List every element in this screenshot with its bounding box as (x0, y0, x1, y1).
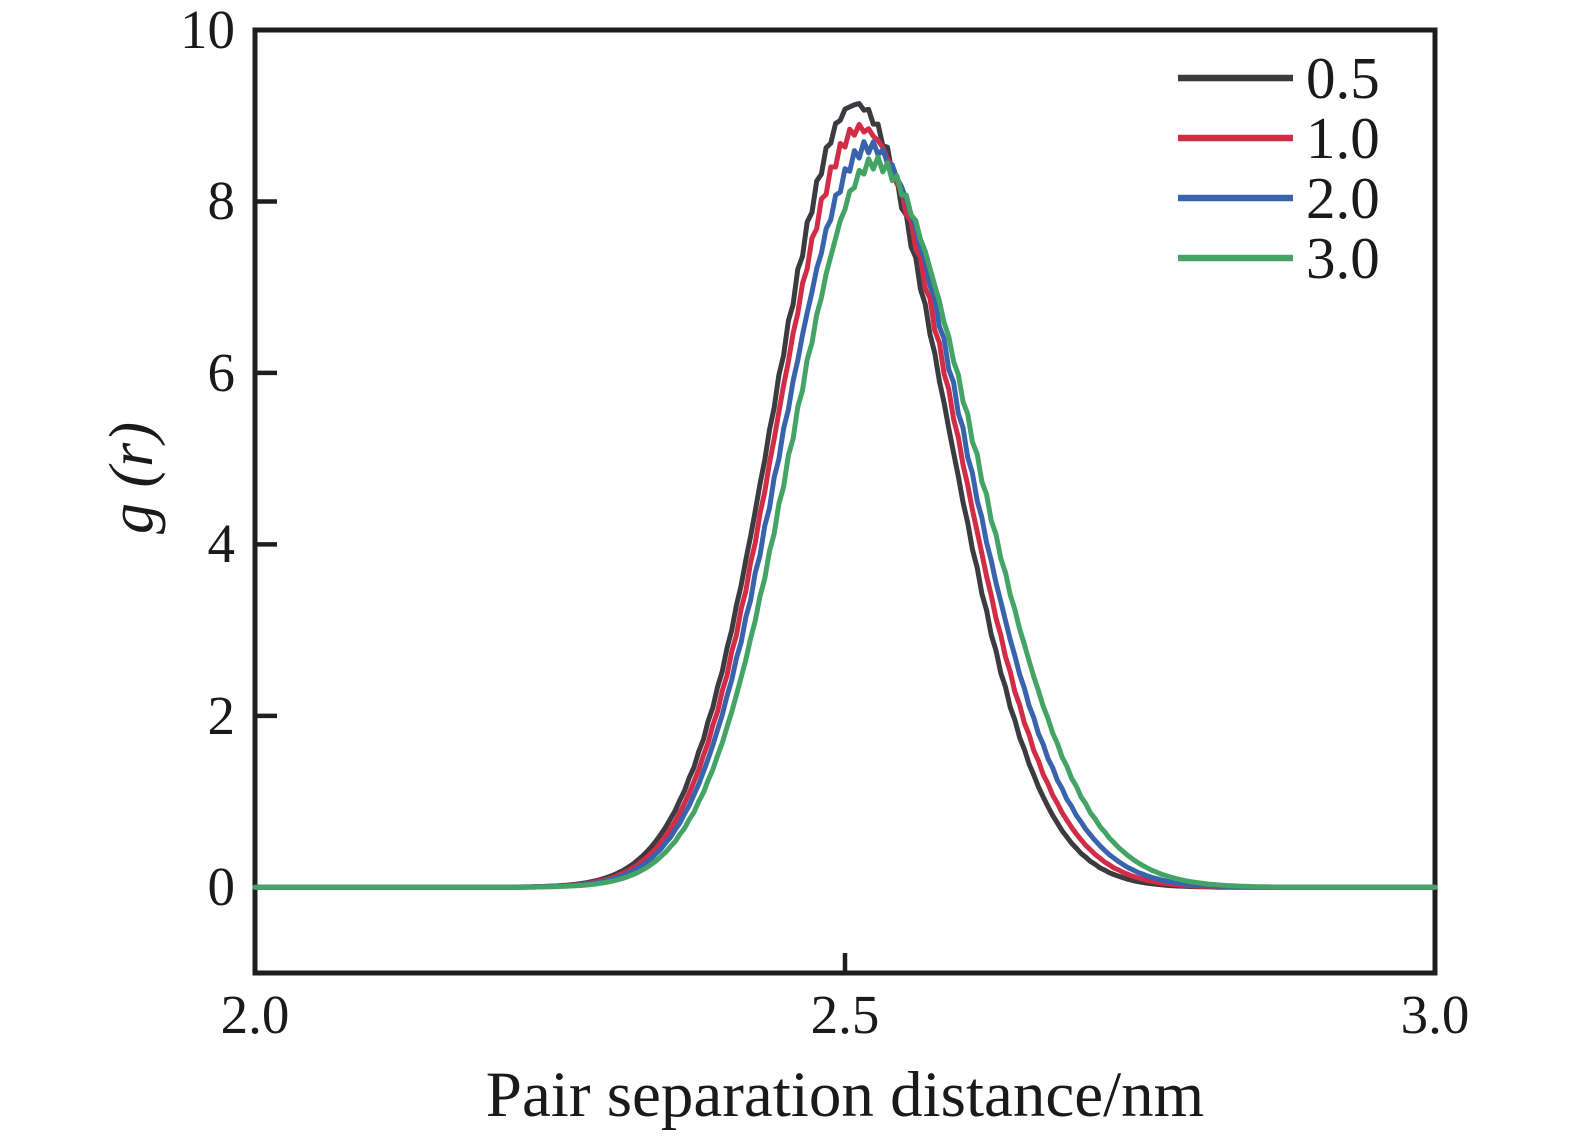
curve-0.5 (252, 101, 1438, 890)
legend-label-2.0: 2.0 (1306, 165, 1380, 231)
y-tick-label-10: 10 (180, 0, 235, 60)
legend-swatches (1178, 74, 1293, 262)
y-tick-label-4: 4 (207, 513, 236, 575)
legend-label-0.5: 0.5 (1306, 45, 1380, 111)
x-tick-label-2.5: 2.5 (810, 984, 880, 1045)
data-curves (252, 101, 1438, 890)
axis-tick-marks (257, 199, 848, 971)
x-tick-label-2.0: 2.0 (220, 984, 290, 1045)
curve-1.0 (252, 121, 1438, 890)
y-tick-label-0: 0 (207, 856, 236, 918)
x-axis-title: Pair separation distance/nm (485, 1059, 1205, 1131)
curve-2.0 (252, 139, 1438, 890)
plot-frame (252, 27, 1438, 976)
legend-label-1.0: 1.0 (1306, 105, 1380, 171)
x-tick-label-3.0: 3.0 (1400, 984, 1470, 1045)
y-axis-title: g (r) (98, 422, 166, 534)
y-tick-label-6: 6 (207, 341, 236, 403)
legend-label-3.0: 3.0 (1306, 225, 1380, 291)
curve-3.0 (252, 154, 1438, 890)
y-tick-label-8: 8 (207, 170, 236, 232)
y-tick-label-2: 2 (207, 684, 236, 746)
